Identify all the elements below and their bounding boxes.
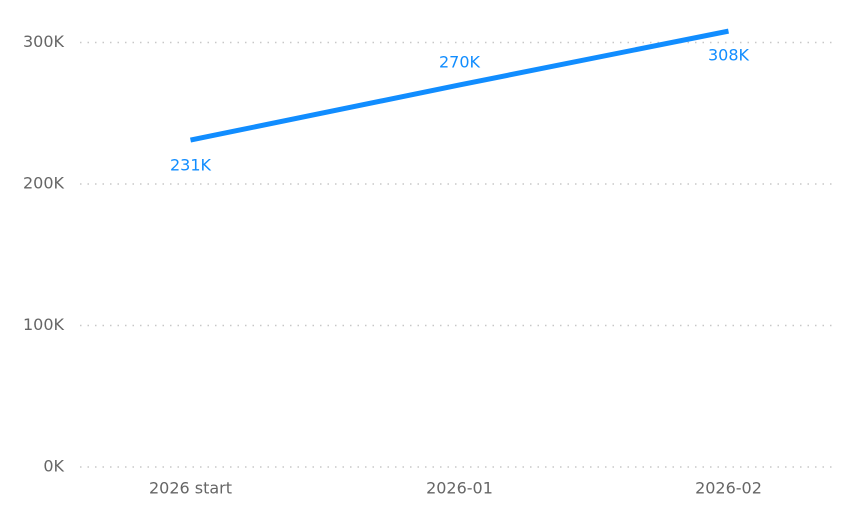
data-label: 270K xyxy=(439,52,481,71)
data-label: 231K xyxy=(170,156,212,175)
line xyxy=(189,28,729,143)
x-tick-label: 2026-02 xyxy=(695,479,762,498)
data-label: 308K xyxy=(708,46,750,65)
y-tick-label: 200K xyxy=(23,173,65,192)
x-tick-label: 2026-01 xyxy=(426,479,493,498)
x-tick-label: 2026 start xyxy=(149,479,232,498)
y-tick-label: 100K xyxy=(23,315,65,334)
y-tick-label: 300K xyxy=(23,32,65,51)
y-tick-label: 0K xyxy=(43,457,64,476)
